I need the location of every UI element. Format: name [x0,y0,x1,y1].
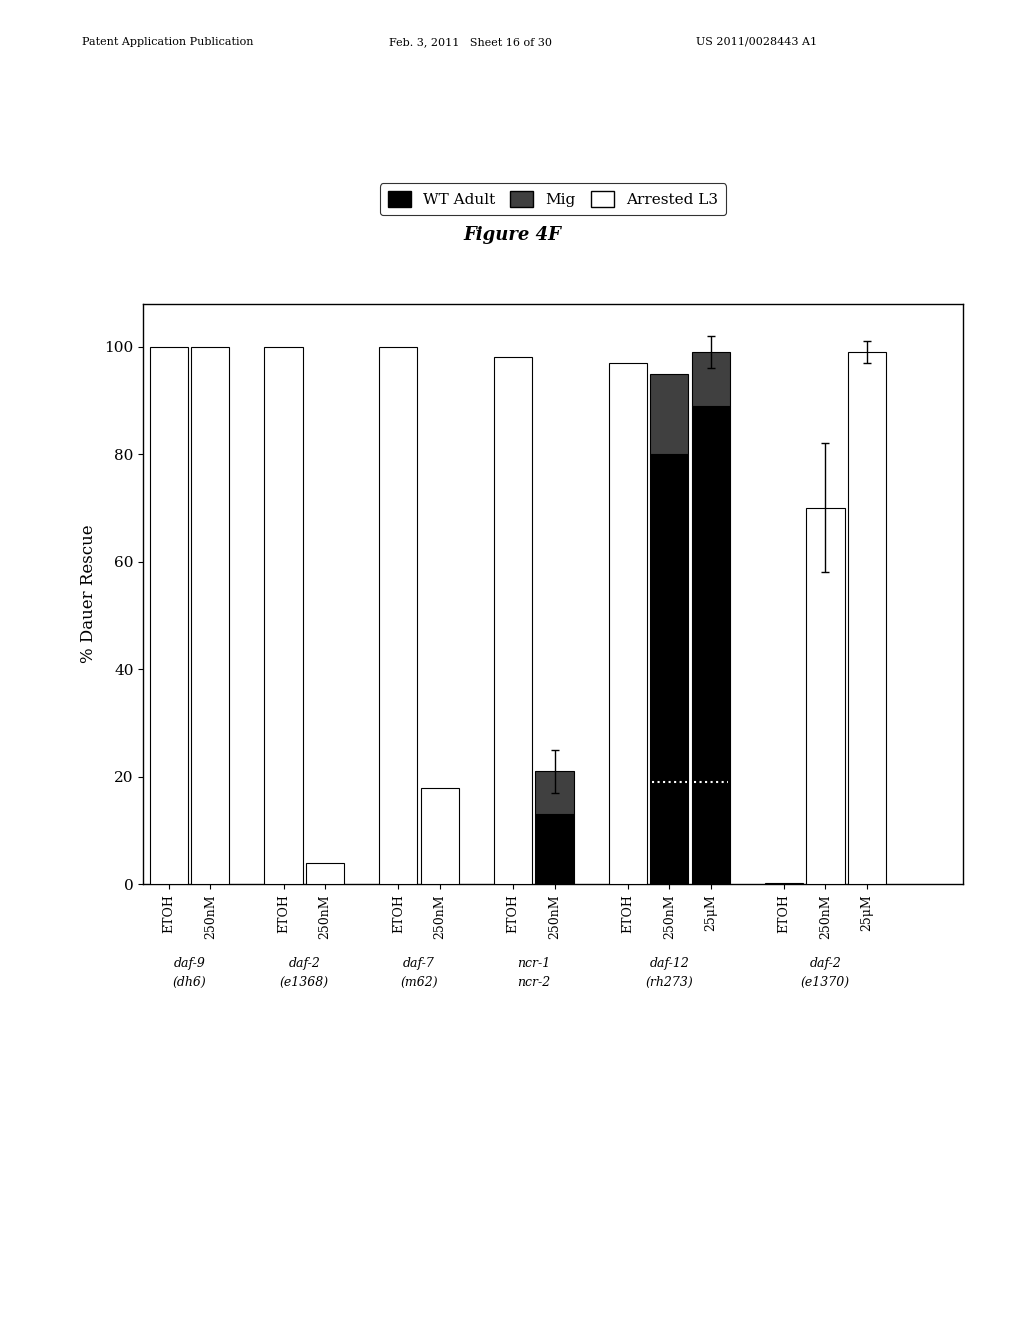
Bar [765,883,803,884]
Text: ncr-1: ncr-1 [517,957,551,970]
Text: (rh273): (rh273) [645,975,693,989]
Text: (dh6): (dh6) [173,975,207,989]
Bar [691,405,730,884]
Text: daf-12: daf-12 [649,957,689,970]
Bar [536,771,573,814]
Text: daf-2: daf-2 [810,957,842,970]
Text: Feb. 3, 2011   Sheet 16 of 30: Feb. 3, 2011 Sheet 16 of 30 [389,37,552,48]
Bar [150,347,188,884]
Y-axis label: % Dauer Rescue: % Dauer Rescue [81,524,97,664]
Bar [494,358,532,884]
Text: (m62): (m62) [400,975,438,989]
Bar [608,363,647,884]
Bar [306,863,344,884]
Bar [264,347,303,884]
Bar [379,347,418,884]
Text: (e1368): (e1368) [280,975,329,989]
Text: daf-7: daf-7 [403,957,435,970]
Bar [650,374,688,454]
Bar [536,814,573,884]
Bar [191,347,229,884]
Text: daf-9: daf-9 [174,957,206,970]
Text: daf-2: daf-2 [289,957,321,970]
Text: Figure 4F: Figure 4F [463,226,561,244]
Text: Patent Application Publication: Patent Application Publication [82,37,253,48]
Text: US 2011/0028443 A1: US 2011/0028443 A1 [696,37,817,48]
Bar [650,454,688,884]
Text: (e1370): (e1370) [801,975,850,989]
Legend: WT Adult, Mig, Arrested L3: WT Adult, Mig, Arrested L3 [380,183,726,215]
Bar [691,352,730,405]
Bar [806,508,845,884]
Bar [421,788,459,884]
Bar [848,352,886,884]
Text: ncr-2: ncr-2 [517,975,551,989]
